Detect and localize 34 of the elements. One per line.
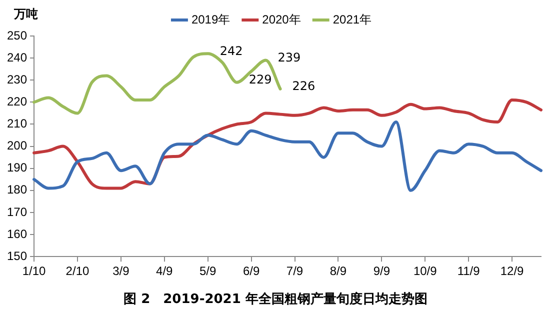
data-label: 229 <box>248 72 272 86</box>
data-label: 239 <box>278 50 301 64</box>
legend-label: 2019年 <box>191 12 230 26</box>
x-tick-label: 4/9 <box>156 264 174 278</box>
x-tick-label: 9/9 <box>373 264 390 278</box>
x-tick-label: 8/9 <box>330 264 347 278</box>
y-tick-label: 200 <box>6 138 28 153</box>
y-tick-label: 240 <box>6 50 28 64</box>
x-tick-label: 7/9 <box>286 264 304 278</box>
y-tick-label: 180 <box>6 182 28 197</box>
x-tick-label: 2/10 <box>66 264 90 278</box>
y-tick-label: 160 <box>6 226 28 241</box>
data-label: 242 <box>220 44 243 58</box>
y-tick-label: 190 <box>6 160 28 175</box>
x-tick-label: 1/10 <box>22 264 46 278</box>
y-tick-label: 230 <box>6 72 28 86</box>
text: 图 2 2019-2021 年全国粗钢产量旬度日均走势图 <box>122 290 428 308</box>
y-tick-label: 250 <box>6 28 28 42</box>
line-series <box>32 98 542 190</box>
legend-label: 2021年 <box>332 12 372 26</box>
x-tick-label: 3/9 <box>112 264 130 278</box>
y-tick-label: 150 <box>6 248 28 263</box>
y-tick-label: 210 <box>6 116 28 131</box>
line-series <box>32 120 542 192</box>
x-tick-label: 11/9 <box>457 264 480 278</box>
x-tick-label: 5/9 <box>200 264 217 278</box>
y-axis-title: 万吨 <box>14 6 38 23</box>
y-tick-label: 170 <box>6 204 28 219</box>
x-tick-label: 6/9 <box>242 264 260 278</box>
x-tick-label: 10/9 <box>413 264 438 278</box>
legend-label: 2020年 <box>262 12 301 26</box>
x-tick-label: 12/9 <box>500 264 524 278</box>
data-label: 226 <box>292 79 316 94</box>
y-tick-label: 220 <box>6 94 28 108</box>
